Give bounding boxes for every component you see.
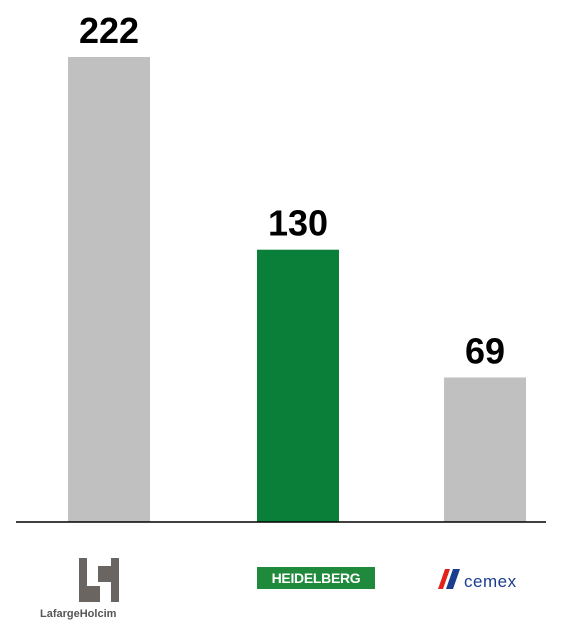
data-labels-group: 222 130 69 <box>79 10 505 371</box>
lafargeholcim-logo-text: LafargeHolcim <box>40 608 117 620</box>
bar-cemex <box>444 377 526 522</box>
heidelberg-logo: HEIDELBERG <box>257 567 375 589</box>
bar-heidelberg <box>257 249 339 522</box>
bars-group <box>68 57 526 522</box>
cemex-stripes-icon <box>438 569 460 589</box>
data-label-lafargeholcim: 222 <box>79 10 139 51</box>
lafargeholcim-logo-icon <box>79 558 119 602</box>
data-label-heidelberg: 130 <box>268 203 328 244</box>
cemex-logo: cemex <box>430 565 550 593</box>
data-label-cemex: 69 <box>465 330 505 371</box>
bar-lafargeholcim <box>68 57 150 522</box>
cemex-logo-text: cemex <box>464 572 517 591</box>
lafargeholcim-logo: LafargeHolcim <box>40 556 160 622</box>
